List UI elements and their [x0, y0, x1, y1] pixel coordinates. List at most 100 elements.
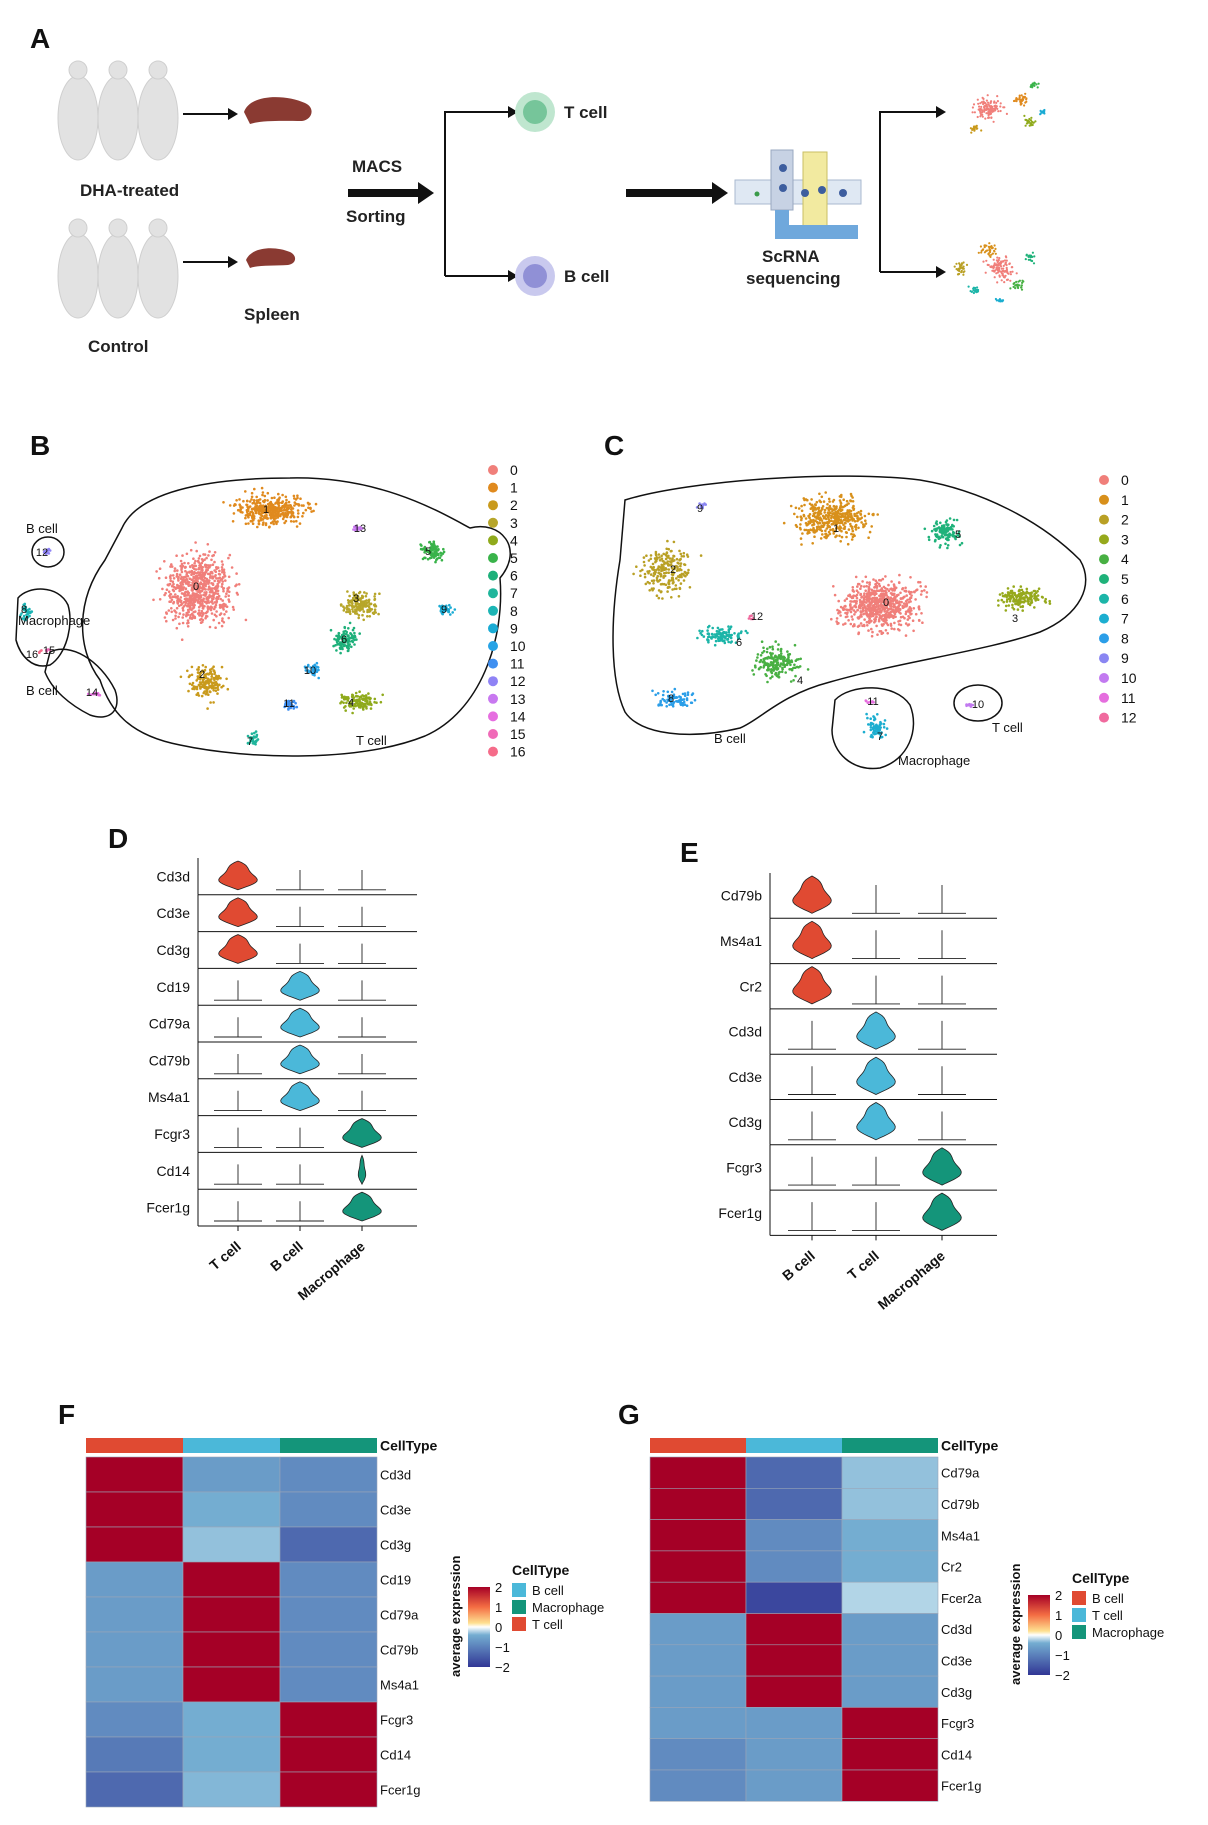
cell-point — [699, 505, 703, 509]
cell-point — [989, 102, 992, 105]
heatmap-cell — [279, 1736, 378, 1773]
cell-point — [965, 703, 968, 706]
cell-point — [838, 534, 841, 538]
cell-point — [1023, 104, 1026, 107]
cell-point — [1026, 119, 1029, 122]
cell-point — [814, 503, 817, 507]
cell-point — [828, 532, 832, 536]
cell-point — [795, 658, 799, 661]
cell-point — [662, 560, 665, 563]
cell-point — [353, 643, 356, 646]
cell-point — [352, 626, 356, 630]
cell-point — [201, 574, 205, 578]
cell-point — [175, 586, 178, 590]
cell-point — [819, 517, 823, 520]
cell-point — [839, 509, 843, 512]
cell-point — [670, 578, 673, 582]
cell-point — [894, 605, 897, 609]
heatmap-cell — [279, 1631, 378, 1668]
cell-point — [215, 599, 218, 603]
cell-point — [201, 669, 204, 672]
cell-point — [908, 597, 911, 601]
cell-point — [206, 707, 209, 710]
cell-point — [869, 722, 873, 725]
cell-point — [923, 527, 927, 531]
cell-point — [208, 668, 212, 672]
legend-label: 2 — [510, 497, 518, 513]
cell-point — [207, 588, 210, 591]
cell-point — [698, 629, 701, 633]
cell-point — [255, 499, 258, 502]
gene-label: Ms4a1 — [941, 1528, 980, 1543]
cell-point — [361, 698, 365, 701]
cell-point — [365, 599, 368, 602]
cell-point — [655, 559, 658, 563]
heatmap-cell — [182, 1631, 281, 1668]
cell-point — [232, 512, 236, 515]
cell-point — [987, 103, 990, 106]
cell-point — [991, 246, 994, 249]
mouse-icon — [97, 60, 139, 161]
cell-point — [205, 598, 209, 601]
cell-point — [782, 521, 786, 525]
cell-point — [962, 267, 965, 270]
panel-label-d: D — [108, 823, 128, 854]
cell-point — [849, 492, 853, 496]
cell-point — [889, 587, 892, 591]
cell-point — [777, 675, 781, 679]
cell-point — [883, 609, 886, 613]
cell-point — [196, 560, 200, 563]
violin-shape — [792, 966, 832, 1005]
cell-point — [340, 646, 344, 650]
cell-point — [870, 608, 874, 611]
heatmap-cell — [745, 1644, 843, 1677]
cell-point — [209, 701, 212, 704]
cell-point — [248, 505, 252, 508]
cluster-number-label: 8 — [668, 693, 674, 705]
cell-point — [665, 547, 668, 551]
cell-point — [43, 550, 46, 553]
cell-point — [315, 669, 319, 672]
cell-point — [683, 563, 686, 566]
cell-point — [678, 549, 681, 553]
cell-point — [339, 651, 342, 655]
cell-point — [884, 629, 888, 632]
cell-point — [884, 733, 887, 737]
cell-point — [983, 105, 986, 108]
legend-title: CellType — [512, 1562, 570, 1578]
cell-point — [351, 693, 354, 697]
cell-point — [292, 494, 296, 498]
cell-point — [664, 583, 668, 587]
cell-point — [183, 597, 187, 601]
cell-point — [166, 583, 170, 587]
cluster-number-label: 4 — [348, 697, 354, 709]
region-label-bcell: B cell — [26, 683, 58, 698]
cell-point — [175, 572, 179, 576]
heatmap-cell — [85, 1596, 184, 1633]
cell-point — [1009, 279, 1012, 282]
legend-swatch — [1099, 653, 1109, 664]
cell-point — [701, 629, 704, 633]
heatmap-cell — [182, 1771, 281, 1808]
cell-point — [1023, 114, 1026, 117]
cell-point — [909, 600, 912, 603]
legend-label: 11 — [510, 656, 525, 672]
cell-point — [211, 577, 215, 580]
cell-point — [938, 528, 942, 532]
cell-point — [659, 583, 663, 586]
cell-point — [196, 677, 200, 680]
cell-point — [225, 605, 229, 608]
cell-point — [176, 597, 179, 600]
cell-point — [996, 95, 999, 98]
cell-point — [845, 503, 848, 507]
cell-point — [643, 575, 647, 579]
cell-point — [170, 563, 173, 566]
cell-point — [899, 591, 902, 595]
cluster-number-label: 1 — [833, 523, 839, 535]
cell-point — [849, 622, 853, 626]
legend-swatch — [1099, 613, 1109, 624]
cell-point — [993, 101, 996, 104]
cell-point — [289, 504, 292, 507]
cell-point — [865, 581, 869, 584]
cell-point — [870, 588, 873, 592]
